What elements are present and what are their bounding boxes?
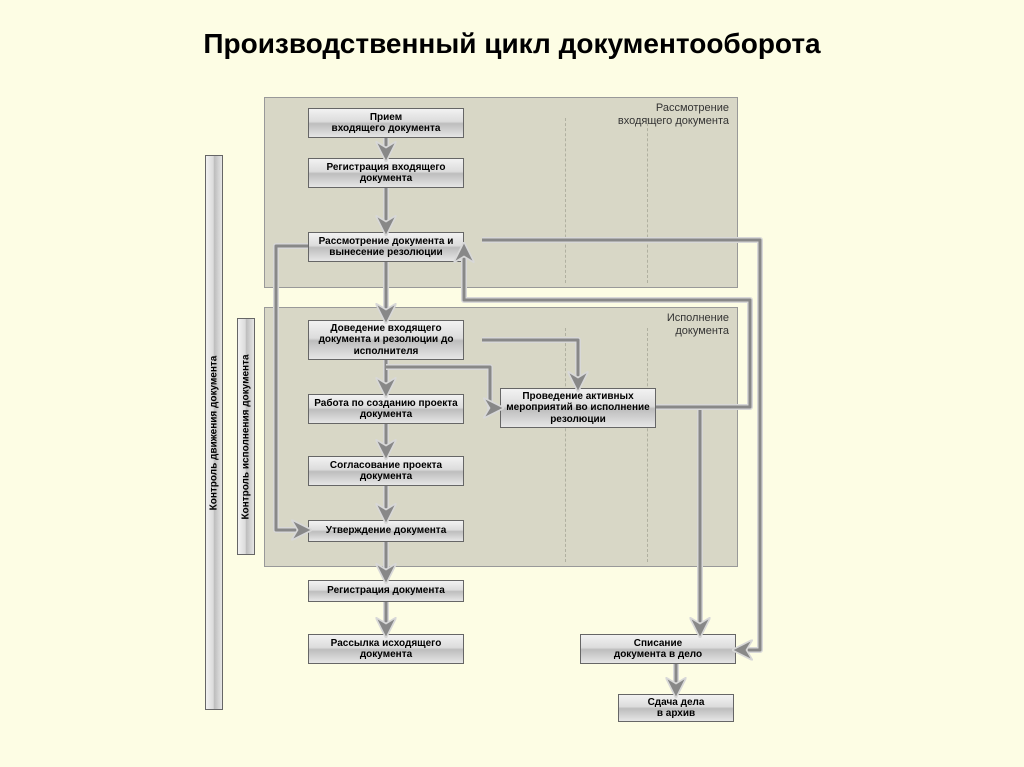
node-archive: Сдача делав архив xyxy=(618,694,734,722)
page: Производственный цикл документооборота Р… xyxy=(0,0,1024,767)
node-register-incoming: Регистрация входящегодокумента xyxy=(308,158,464,188)
node-register-document: Регистрация документа xyxy=(308,580,464,602)
node-deliver-to-executor: Доведение входящегодокумента и резолюции… xyxy=(308,320,464,360)
node-writeoff: Списаниедокумента в дело xyxy=(580,634,736,664)
node-approve-draft: Согласование проектадокумента xyxy=(308,456,464,486)
vbar-control-movement-label: Контроль движения документа xyxy=(209,355,220,510)
vbar-control-movement: Контроль движения документа xyxy=(205,155,223,710)
node-active-measures: Проведение активныхмероприятий во исполн… xyxy=(500,388,656,428)
node-intake: Приемвходящего документа xyxy=(308,108,464,138)
panel-review-title: Рассмотрениевходящего документа xyxy=(618,102,729,128)
node-send-outgoing: Рассылка исходящегодокумента xyxy=(308,634,464,664)
node-review-resolution: Рассмотрение документа ивынесение резолю… xyxy=(308,232,464,262)
vbar-control-execution: Контроль исполнения документа xyxy=(237,318,255,555)
node-confirm-document: Утверждение документа xyxy=(308,520,464,542)
page-title: Производственный цикл документооборота xyxy=(0,28,1024,60)
node-create-draft: Работа по созданию проектадокумента xyxy=(308,394,464,424)
panel-execution-title: Исполнениедокумента xyxy=(667,312,729,338)
vbar-control-execution-label: Контроль исполнения документа xyxy=(241,354,252,519)
